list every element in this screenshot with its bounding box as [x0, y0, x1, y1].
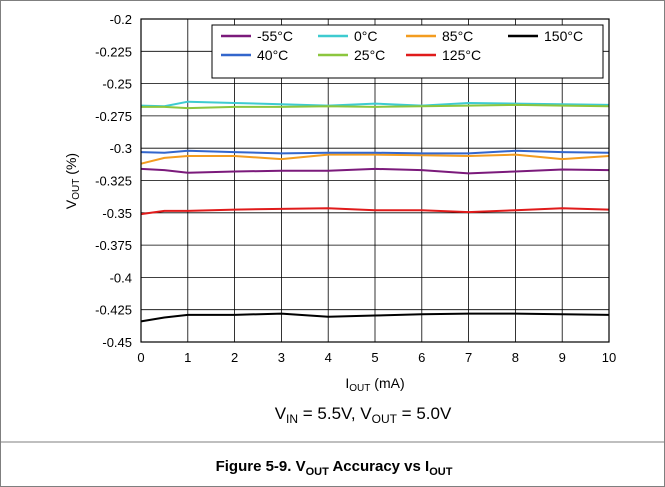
figure-caption: Figure 5-9. VOUT Accuracy vs IOUT — [216, 458, 453, 478]
x-tick-label: 1 — [184, 350, 191, 365]
legend-box — [211, 24, 604, 79]
x-tick-label: 4 — [325, 350, 332, 365]
y-tick-label: -0.425 — [95, 303, 132, 318]
series-line-0 — [140, 167, 610, 175]
y-tick-label: -0.4 — [110, 270, 132, 285]
y-tick-label: -0.25 — [102, 77, 132, 92]
x-tick-label: 2 — [231, 350, 238, 365]
x-tick-label: 6 — [418, 350, 425, 365]
y-tick-label: -0.275 — [95, 109, 132, 124]
plot-border — [140, 18, 610, 343]
y-tick-label: -0.2 — [110, 12, 132, 27]
series-line-4 — [140, 149, 610, 155]
legend: -55°C 0°C 85°C 150°C 40°C 25°C 125°C — [211, 24, 604, 79]
y-tick-label: -0.225 — [95, 44, 132, 59]
legend-label: 0°C — [354, 28, 378, 44]
series-lines — [140, 100, 610, 323]
x-tick-label: 10 — [602, 350, 616, 365]
legend-label: 85°C — [442, 28, 473, 44]
legend-label: 25°C — [354, 47, 385, 63]
y-axis-title: VOUT (%) — [63, 153, 82, 209]
y-tick-label: -0.375 — [95, 238, 132, 253]
legend-label: -55°C — [257, 28, 293, 44]
y-tick-labels: -0.2 -0.225 -0.25 -0.275 -0.3 -0.325 -0.35 -0.3… — [95, 12, 132, 350]
x-tick-label: 0 — [137, 350, 144, 365]
x-tick-label: 9 — [559, 350, 566, 365]
legend-label: 40°C — [257, 47, 288, 63]
operating-condition: VIN = 5.5V, VOUT = 5.0V — [275, 404, 452, 426]
x-tick-label: 3 — [278, 350, 285, 365]
y-tick-label: -0.35 — [102, 206, 132, 221]
x-tick-label: 7 — [465, 350, 472, 365]
y-tick-label: -0.325 — [95, 174, 132, 189]
legend-label: 150°C — [544, 28, 583, 44]
y-tick-label: -0.3 — [110, 141, 132, 156]
x-tick-labels: 0 1 2 3 4 5 6 7 8 9 10 — [137, 350, 616, 365]
x-tick-label: 8 — [512, 350, 519, 365]
y-tick-label: -0.45 — [102, 335, 132, 350]
x-axis-title: IOUT (mA) — [345, 375, 404, 394]
series-line-2 — [140, 153, 610, 165]
series-line-3 — [140, 312, 610, 323]
series-line-5 — [141, 103, 610, 110]
legend-label: 125°C — [442, 47, 481, 63]
series-line-1 — [140, 100, 610, 108]
x-tick-label: 5 — [371, 350, 378, 365]
series-line-6 — [140, 207, 610, 216]
